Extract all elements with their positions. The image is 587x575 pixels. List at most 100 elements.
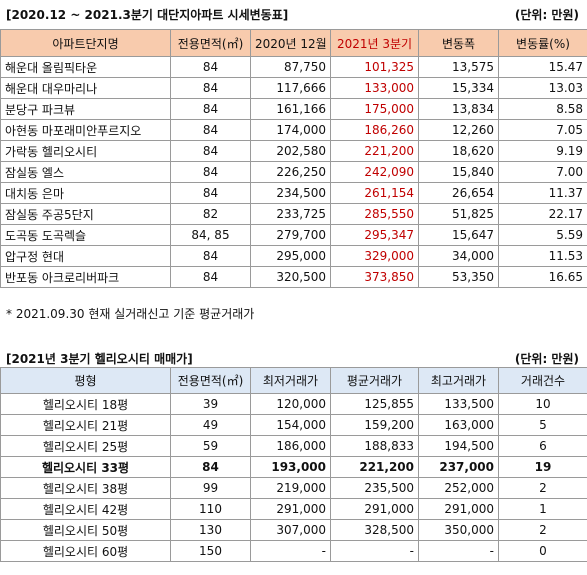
cell-price-2021-q3: 285,550: [330, 203, 419, 225]
col-header-size: 평형: [0, 367, 171, 394]
cell-size: 헬리오시티 50평: [0, 519, 171, 541]
cell-avg-price: 235,500: [330, 477, 419, 499]
cell-size: 헬리오시티 42평: [0, 498, 171, 520]
cell-area: 130: [170, 519, 251, 541]
cell-avg-price: 291,000: [330, 498, 419, 520]
table-row: 도곡동 도곡렉슬 84, 85 279,700 295,347 15,647 5.59: [0, 224, 587, 246]
table-row: 헬리오시티 38평 99 219,000 235,500 252,000 2: [0, 477, 587, 499]
cell-price-2020-dec: 279,700: [250, 224, 331, 246]
cell-min-price: 219,000: [250, 477, 331, 499]
cell-size: 헬리오시티 21평: [0, 414, 171, 436]
cell-complex-name: 해운대 대우마리나: [0, 77, 171, 99]
cell-size: 헬리오시티 60평: [0, 540, 171, 562]
cell-area: 84: [170, 266, 251, 288]
cell-max-price: 252,000: [418, 477, 499, 499]
cell-area: 84: [170, 456, 251, 478]
cell-complex-name: 압구정 현대: [0, 245, 171, 267]
cell-change: 51,825: [418, 203, 499, 225]
col-header-change-rate: 변동률(%): [498, 29, 587, 57]
cell-count: 5: [498, 414, 587, 436]
cell-change-rate: 8.58: [498, 98, 587, 120]
cell-price-2021-q3: 261,154: [330, 182, 419, 204]
cell-avg-price: 159,200: [330, 414, 419, 436]
cell-size: 헬리오시티 38평: [0, 477, 171, 499]
cell-price-2021-q3: 101,325: [330, 56, 419, 78]
table-row: 가락동 헬리오시티 84 202,580 221,200 18,620 9.19: [0, 140, 587, 162]
cell-change-rate: 9.19: [498, 140, 587, 162]
cell-count: 2: [498, 519, 587, 541]
col-header-avg-price: 평균거래가: [330, 367, 419, 394]
cell-change-rate: 7.00: [498, 161, 587, 183]
cell-change: 15,840: [418, 161, 499, 183]
cell-price-2021-q3: 242,090: [330, 161, 419, 183]
cell-change: 53,350: [418, 266, 499, 288]
cell-change-rate: 7.05: [498, 119, 587, 141]
table-row: 아현동 마포래미안푸르지오 84 174,000 186,260 12,260 7.05: [0, 119, 587, 141]
cell-change-rate: 15.47: [498, 56, 587, 78]
table2-header-row: 평형 전용면적(㎡) 최저거래가 평균거래가 최고거래가 거래건수: [0, 367, 587, 394]
cell-area: 82: [170, 203, 251, 225]
cell-max-price: 291,000: [418, 498, 499, 520]
table-row: 해운대 올림픽타운 84 87,750 101,325 13,575 15.47: [0, 56, 587, 78]
cell-change-rate: 11.37: [498, 182, 587, 204]
cell-max-price: 133,500: [418, 393, 499, 415]
table-row: 헬리오시티 50평 130 307,000 328,500 350,000 2: [0, 519, 587, 541]
cell-area: 84: [170, 182, 251, 204]
cell-price-2021-q3: 329,000: [330, 245, 419, 267]
cell-price-2020-dec: 161,166: [250, 98, 331, 120]
cell-price-2020-dec: 234,500: [250, 182, 331, 204]
cell-complex-name: 가락동 헬리오시티: [0, 140, 171, 162]
cell-count: 1: [498, 498, 587, 520]
cell-area: 84: [170, 245, 251, 267]
cell-price-2021-q3: 186,260: [330, 119, 419, 141]
cell-max-price: 163,000: [418, 414, 499, 436]
cell-area: 84: [170, 77, 251, 99]
cell-price-2020-dec: 320,500: [250, 266, 331, 288]
table-row: 분당구 파크뷰 84 161,166 175,000 13,834 8.58: [0, 98, 587, 120]
cell-min-price: 193,000: [250, 456, 331, 478]
cell-area: 59: [170, 435, 251, 457]
cell-price-2020-dec: 174,000: [250, 119, 331, 141]
cell-change-rate: 5.59: [498, 224, 587, 246]
cell-area: 84: [170, 56, 251, 78]
cell-price-2020-dec: 202,580: [250, 140, 331, 162]
cell-complex-name: 반포동 아크로리버파크: [0, 266, 171, 288]
cell-complex-name: 잠실동 주공5단지: [0, 203, 171, 225]
table-row: 헬리오시티 42평 110 291,000 291,000 291,000 1: [0, 498, 587, 520]
table1-title: [2020.12 ~ 2021.3분기 대단지아파트 시세변동표]: [6, 8, 289, 22]
col-header-max-price: 최고거래가: [418, 367, 499, 394]
cell-avg-price: 221,200: [330, 456, 419, 478]
cell-min-price: 120,000: [250, 393, 331, 415]
cell-change: 18,620: [418, 140, 499, 162]
cell-change: 15,647: [418, 224, 499, 246]
cell-avg-price: 328,500: [330, 519, 419, 541]
price-change-table: 아파트단지명 전용면적(㎡) 2020년 12월 2021년 3분기 변동폭 변…: [0, 29, 587, 288]
table-row: 헬리오시티 60평 150- - -0: [0, 540, 587, 562]
cell-change: 26,654: [418, 182, 499, 204]
cell-min-price: 291,000: [250, 498, 331, 520]
cell-area: 110: [170, 498, 251, 520]
cell-avg-price: -: [330, 540, 419, 562]
table-row: 잠실동 주공5단지 82 233,725 285,550 51,825 22.17: [0, 203, 587, 225]
cell-min-price: -: [250, 540, 331, 562]
cell-count: 10: [498, 393, 587, 415]
cell-change: 13,834: [418, 98, 499, 120]
table1-title-row: [2020.12 ~ 2021.3분기 대단지아파트 시세변동표] (단위: 만…: [0, 0, 587, 24]
cell-price-2021-q3: 175,000: [330, 98, 419, 120]
cell-count: 6: [498, 435, 587, 457]
cell-change-rate: 11.53: [498, 245, 587, 267]
cell-complex-name: 대치동 은마: [0, 182, 171, 204]
cell-area: 84: [170, 140, 251, 162]
cell-change: 15,334: [418, 77, 499, 99]
cell-min-price: 154,000: [250, 414, 331, 436]
cell-price-2020-dec: 295,000: [250, 245, 331, 267]
cell-complex-name: 잠실동 엘스: [0, 161, 171, 183]
helio-city-table: 평형 전용면적(㎡) 최저거래가 평균거래가 최고거래가 거래건수 헬리오시티 …: [0, 367, 587, 562]
cell-price-2020-dec: 87,750: [250, 56, 331, 78]
cell-size: 헬리오시티 25평: [0, 435, 171, 457]
table-row: 헬리오시티 18평 39 120,000 125,855 133,500 10: [0, 393, 587, 415]
table1-unit: (단위: 만원): [514, 8, 579, 22]
cell-change-rate: 16.65: [498, 266, 587, 288]
table-row: 헬리오시티 25평 59 186,000 188,833 194,500 6: [0, 435, 587, 457]
